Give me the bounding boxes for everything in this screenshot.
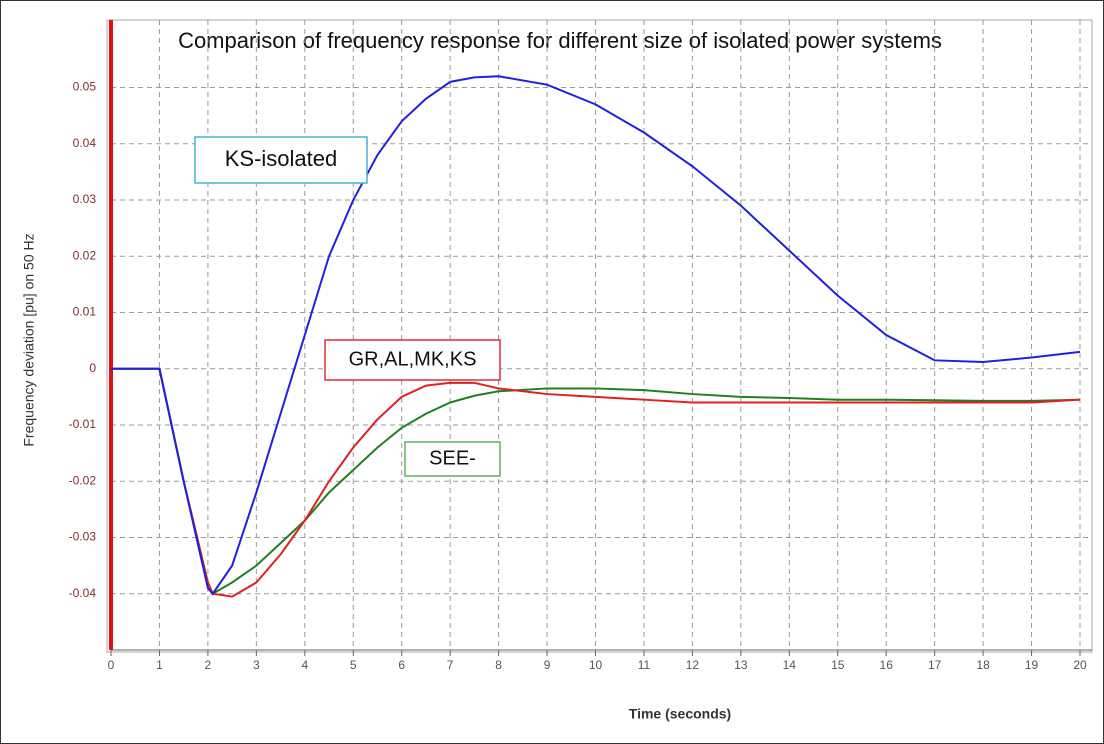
- y-tick-label: 0.03: [73, 192, 97, 206]
- y-tick-label: 0.01: [73, 305, 97, 319]
- x-tick-label: 6: [398, 658, 405, 672]
- y-tick-label: -0.04: [69, 586, 97, 600]
- x-tick-label: 20: [1073, 658, 1087, 672]
- x-tick-label: 0: [108, 658, 115, 672]
- x-tick-label: 12: [686, 658, 700, 672]
- chart-title: Comparison of frequency response for dif…: [178, 28, 942, 53]
- y-axis-label: Frequency deviation [pu] on 50 Hz: [21, 233, 37, 446]
- x-tick-label: 2: [205, 658, 212, 672]
- legend-box: [194, 136, 368, 184]
- series-line: [111, 367, 1081, 596]
- y-tick-label: 0.04: [73, 136, 97, 150]
- x-tick-label: 4: [301, 658, 308, 672]
- x-tick-label: 8: [495, 658, 502, 672]
- x-tick-label: 3: [253, 658, 260, 672]
- x-tick-label: 13: [734, 658, 748, 672]
- x-tick-label: 9: [544, 658, 551, 672]
- x-tick-label: 11: [638, 658, 651, 672]
- x-tick-label: 7: [447, 658, 454, 672]
- series-line: [111, 367, 1081, 598]
- x-tick-label: 18: [976, 658, 990, 672]
- legend-box: [324, 339, 501, 381]
- x-tick-label: 17: [928, 658, 942, 672]
- legend-box: [404, 441, 501, 477]
- legend-label: KS-isolated: [225, 146, 338, 171]
- x-tick-label: 5: [350, 658, 357, 672]
- series-line: [111, 75, 1081, 596]
- x-tick-label: 1: [156, 658, 163, 672]
- legend-label: GR,AL,MK,KS: [349, 348, 477, 370]
- x-tick-label: 15: [831, 658, 845, 672]
- y-tick-label: -0.03: [69, 530, 97, 544]
- y-tick-label: -0.01: [69, 417, 97, 431]
- y-tick-label: 0.02: [73, 248, 97, 262]
- x-tick-label: 19: [1025, 658, 1039, 672]
- x-tick-label: 16: [880, 658, 894, 672]
- x-tick-label: 10: [589, 658, 603, 672]
- x-tick-label: 14: [783, 658, 797, 672]
- legend-label: SEE-: [429, 447, 476, 469]
- y-tick-label: 0.05: [73, 80, 97, 94]
- x-axis-label: Time (seconds): [629, 706, 731, 722]
- plot-area: [106, 19, 1093, 653]
- y-tick-label: -0.02: [69, 473, 97, 487]
- y-tick-label: 0: [89, 361, 96, 375]
